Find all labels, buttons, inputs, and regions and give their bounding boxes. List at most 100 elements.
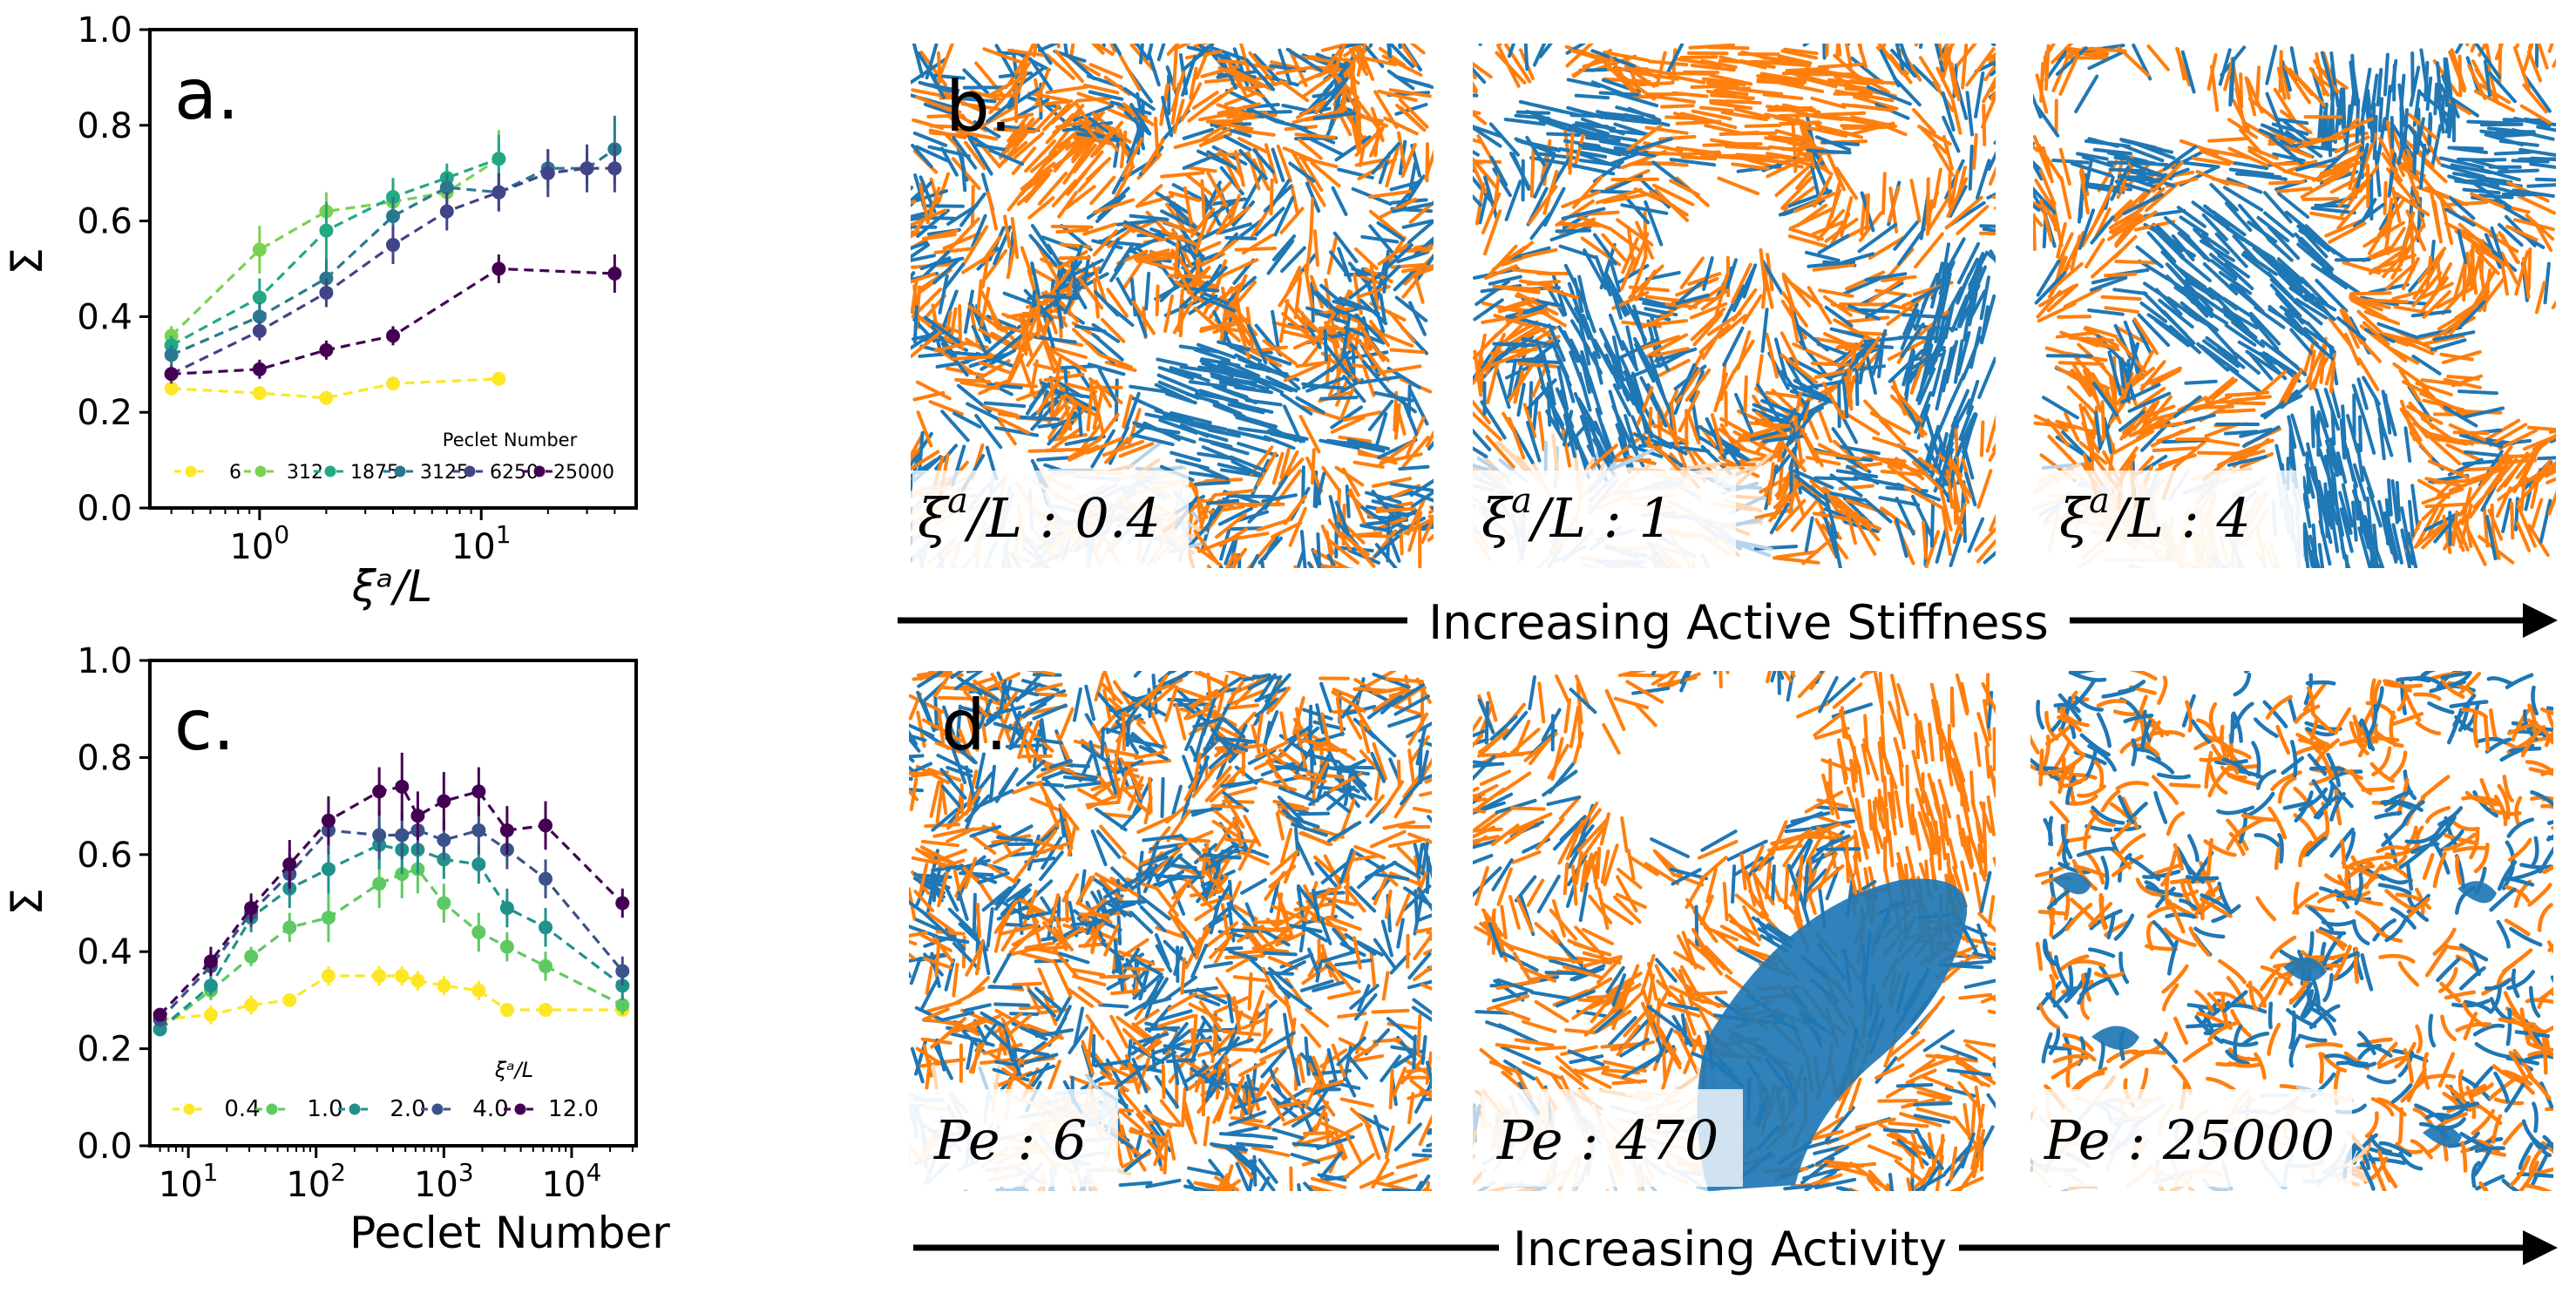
- rod: [2360, 417, 2361, 451]
- rod: [2529, 249, 2531, 289]
- data-point: [471, 857, 485, 871]
- rod: [1808, 151, 1850, 153]
- rod: [2468, 122, 2510, 124]
- data-point: [253, 243, 267, 257]
- rod: [1743, 62, 1787, 63]
- data-point: [253, 362, 267, 376]
- data-point: [500, 1003, 514, 1017]
- rod: [2111, 170, 2145, 172]
- legend-swatch-marker: [395, 466, 406, 477]
- legend-swatch-marker: [186, 466, 197, 477]
- rod: [1325, 1114, 1328, 1145]
- legend-label: 1.0: [307, 1096, 342, 1122]
- data-point: [153, 1008, 167, 1022]
- rod: [2426, 504, 2469, 507]
- data-point: [282, 857, 296, 871]
- data-point: [282, 993, 296, 1007]
- rod: [2046, 46, 2049, 89]
- chart-a-panel-label: a.: [174, 54, 239, 135]
- rod: [2270, 182, 2303, 184]
- rod: [2380, 98, 2382, 131]
- ytick-label: 0.2: [77, 1030, 132, 1070]
- data-point: [410, 809, 424, 823]
- data-point: [253, 324, 267, 338]
- data-point: [386, 376, 400, 390]
- rod: [2332, 410, 2334, 443]
- data-point: [615, 897, 629, 911]
- data-point: [372, 829, 386, 843]
- rod: [1218, 61, 1246, 63]
- rod: [2307, 453, 2308, 492]
- data-point: [491, 152, 505, 166]
- legend-label: 3125: [420, 462, 469, 484]
- rod: [2496, 152, 2530, 154]
- data-point: [395, 829, 409, 843]
- data-point: [539, 1003, 552, 1017]
- legend-swatch-marker: [432, 1104, 444, 1115]
- rod: [2385, 183, 2386, 213]
- legend-label: 12.0: [548, 1096, 599, 1122]
- data-point: [322, 863, 336, 877]
- rod: [1711, 101, 1745, 102]
- data-point: [165, 348, 179, 362]
- legend-swatch-marker: [255, 466, 267, 477]
- rod: [2343, 90, 2344, 127]
- data-point: [253, 386, 267, 400]
- rod: [1660, 137, 1694, 139]
- chart-c-legend-title: ξᵃ/L: [494, 1058, 533, 1082]
- data-point: [580, 161, 594, 175]
- rod: [1746, 125, 1780, 126]
- rod: [1824, 113, 1865, 115]
- rod: [2034, 215, 2035, 249]
- rod: [1758, 82, 1800, 84]
- ytick-label: 0.4: [77, 932, 132, 972]
- rod: [2429, 114, 2430, 145]
- rod: [1174, 51, 1176, 89]
- data-point: [372, 877, 386, 890]
- data-point: [322, 814, 336, 828]
- chart-a-xlabel: ξᵃ/L: [351, 561, 432, 612]
- data-point: [437, 897, 451, 911]
- data-point: [607, 267, 621, 281]
- rod: [2392, 118, 2393, 147]
- rod: [1848, 369, 1851, 404]
- data-point: [322, 911, 336, 924]
- data-point: [372, 969, 386, 983]
- data-point: [500, 901, 514, 915]
- rod: [2465, 468, 2504, 470]
- rod: [2257, 68, 2259, 98]
- ytick-label: 0.2: [77, 393, 132, 433]
- chart-a-legend-title: Peclet Number: [443, 430, 578, 450]
- data-point: [539, 920, 552, 934]
- rod: [2053, 160, 2087, 163]
- rod: [2186, 382, 2215, 383]
- rod: [1392, 350, 1424, 353]
- rod: [1156, 118, 1158, 156]
- rod: [953, 357, 991, 359]
- data-point: [491, 262, 505, 276]
- legend-label: 1875: [350, 462, 399, 484]
- rod: [1079, 404, 1081, 435]
- ytick-label: 0.0: [77, 489, 132, 529]
- rod: [2303, 199, 2337, 200]
- ytick-label: 0.6: [77, 202, 132, 242]
- rod: [1400, 467, 1427, 469]
- rod: [1932, 502, 1933, 545]
- data-point: [437, 795, 451, 809]
- rod: [2449, 148, 2482, 149]
- rod: [1883, 173, 1885, 213]
- ytick-label: 0.4: [77, 297, 132, 337]
- rod: [1399, 762, 1400, 787]
- rod: [974, 895, 975, 932]
- chart-c-xlabel: Peclet Number: [349, 1208, 670, 1258]
- rod: [1839, 382, 1840, 426]
- rod: [2448, 376, 2478, 379]
- rod: [2315, 206, 2348, 207]
- rod: [1671, 73, 1713, 74]
- data-point: [204, 978, 218, 992]
- rod: [1347, 486, 1349, 517]
- chart-c-ylabel: Σ: [2, 888, 52, 916]
- legend-swatch-marker: [325, 466, 336, 477]
- rod: [2460, 57, 2461, 96]
- rod: [1721, 132, 1759, 134]
